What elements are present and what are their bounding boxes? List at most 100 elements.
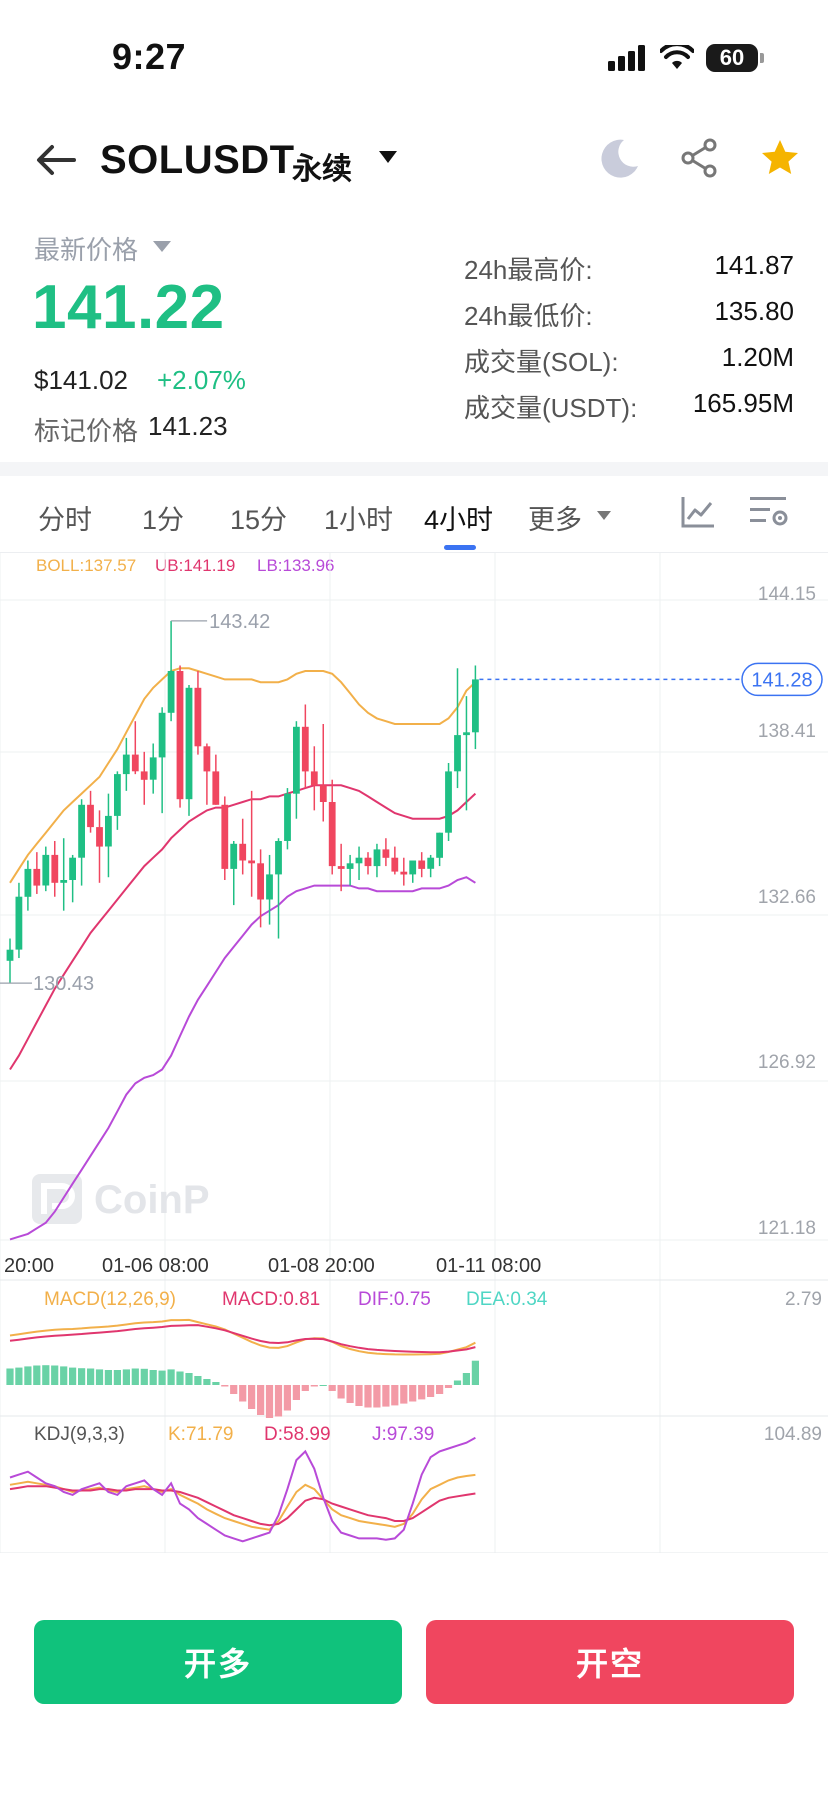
caret-down-icon[interactable] — [152, 240, 172, 253]
candle-body — [185, 687, 193, 800]
candle-body — [33, 868, 41, 886]
caret-down-icon[interactable] — [378, 150, 398, 164]
macd-bar — [328, 1385, 336, 1391]
candle-body — [328, 802, 336, 867]
macd-bar — [24, 1366, 32, 1385]
status-icons: 60 — [608, 40, 764, 76]
stat-vol-usdt-label: 成交量(USDT): — [464, 393, 638, 423]
macd-bar — [337, 1385, 345, 1399]
candle-body — [364, 857, 372, 867]
kdj-d-line — [9, 1485, 476, 1527]
back-arrow-icon[interactable] — [34, 142, 78, 178]
macd-bar — [409, 1385, 417, 1402]
symbol-title[interactable]: SOLUSDT — [100, 138, 295, 182]
macd-bar — [15, 1367, 23, 1385]
tab-timeline[interactable]: 分时 — [38, 505, 92, 535]
open-short-button[interactable]: 开空 — [426, 1620, 794, 1704]
candle-body — [114, 774, 121, 816]
indicator-settings-icon[interactable] — [748, 494, 790, 530]
macd-bar — [42, 1365, 50, 1385]
macd-bar — [176, 1371, 184, 1385]
candle-body — [96, 827, 103, 847]
candle-body — [454, 735, 461, 772]
candle-body — [275, 841, 282, 875]
line-chart-icon[interactable] — [680, 494, 716, 530]
kline-chart[interactable]: CoinP 141.28 143.42 130.43 MACD(12,26,9) MA… — [0, 553, 828, 1553]
macd-dif: DIF:0.75 — [358, 1289, 431, 1310]
moon-icon[interactable] — [598, 136, 642, 180]
macd-bar — [149, 1370, 157, 1385]
candle-body — [418, 860, 426, 869]
candle-body — [122, 754, 130, 775]
macd-bar — [382, 1385, 390, 1407]
macd-bar — [51, 1365, 59, 1385]
candle-body — [221, 804, 229, 869]
latest-price-label[interactable]: 最新价格 — [34, 235, 139, 265]
kdj-k: K:71.79 — [168, 1424, 234, 1445]
candle-body — [87, 804, 94, 828]
macd-bar — [274, 1385, 283, 1417]
contract-type[interactable]: 永续 — [292, 153, 352, 186]
candle-body — [140, 771, 148, 780]
watermark: CoinP — [32, 1174, 210, 1224]
candle-body — [69, 857, 76, 880]
candle-body — [445, 771, 452, 833]
candle-body — [436, 832, 443, 858]
candle-body — [257, 863, 264, 900]
candle-body — [203, 746, 211, 772]
macd-bar — [221, 1385, 229, 1387]
macd-bar — [364, 1385, 372, 1408]
macd-bar — [104, 1370, 112, 1385]
low-marker-text: 130.43 — [33, 973, 94, 995]
macd-bar — [471, 1360, 479, 1385]
boll-ub-label: UB:141.19 — [155, 556, 236, 575]
y-axis-tick: 121.18 — [758, 1218, 816, 1239]
macd-value: MACD:0.81 — [222, 1289, 320, 1310]
last-price: 141.22 — [32, 273, 225, 342]
candle-body — [42, 854, 50, 886]
candle-body — [212, 771, 220, 805]
candle-body — [373, 849, 381, 867]
macd-bar — [355, 1385, 363, 1406]
candle-body — [301, 726, 309, 772]
caret-down-icon[interactable] — [596, 510, 612, 521]
candle-body — [284, 793, 291, 841]
kdj-j-line — [9, 1436, 476, 1543]
macd-title: MACD(12,26,9) — [44, 1289, 176, 1310]
tab-1m[interactable]: 1分 — [142, 505, 185, 535]
tab-15m[interactable]: 15分 — [230, 505, 288, 535]
high-marker-text: 143.42 — [209, 611, 270, 633]
star-icon[interactable] — [760, 138, 800, 178]
macd-axis-top: 2.79 — [785, 1289, 822, 1310]
x-axis-tick: 01-08 20:00 — [268, 1255, 375, 1277]
candle-body — [382, 849, 390, 858]
share-icon[interactable] — [680, 138, 718, 178]
header: SOLUSDT 永续 — [0, 120, 828, 200]
candle-body — [131, 754, 139, 772]
macd-bar — [257, 1385, 265, 1415]
tab-1h[interactable]: 1小时 — [324, 505, 394, 535]
tab-more[interactable]: 更多 — [528, 505, 582, 535]
macd-bar — [122, 1369, 130, 1385]
candle-body — [248, 860, 255, 864]
candle-body — [230, 843, 238, 869]
macd-bar — [453, 1380, 462, 1385]
current-price-tag-text: 141.28 — [751, 669, 812, 691]
macd-bar — [373, 1385, 381, 1408]
status-time: 9:27 — [112, 36, 187, 77]
macd-bar — [6, 1368, 14, 1385]
candle-body — [427, 857, 435, 869]
candle-body — [266, 874, 273, 900]
tab-4h[interactable]: 4小时 — [424, 505, 494, 535]
candle-body — [105, 815, 112, 847]
y-axis-tick: 144.15 — [758, 584, 816, 605]
candle-body — [51, 854, 59, 883]
open-long-button[interactable]: 开多 — [34, 1620, 402, 1704]
candle-body — [355, 857, 363, 864]
macd-dea-line — [9, 1324, 476, 1354]
macd-bar — [239, 1385, 247, 1402]
candle-body — [239, 843, 247, 861]
macd-bar — [194, 1376, 202, 1385]
candle-body — [15, 896, 23, 950]
candle-body — [158, 712, 166, 758]
